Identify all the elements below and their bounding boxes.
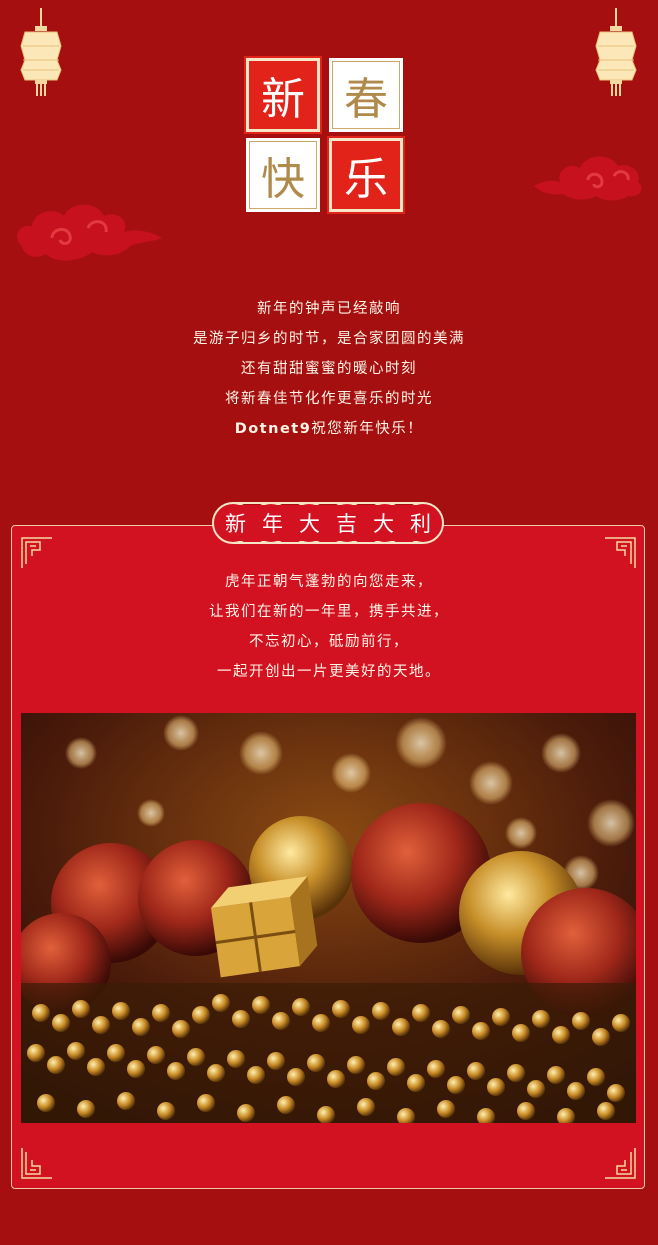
golden-baubles-photo: [21, 713, 636, 1123]
greeting-line: 将新春佳节化作更喜乐的时光: [225, 391, 433, 407]
greeting-sign: Dotnet9祝您新年快乐！: [0, 414, 658, 444]
banner-char: 吉: [336, 512, 357, 536]
title-tile-xin: 新: [244, 56, 322, 134]
cloud-right-icon: [534, 156, 642, 201]
lantern-right-icon: [595, 8, 637, 96]
banner-char: 利: [410, 512, 431, 536]
greeting-text: 新年的钟声已经敲响 是游子归乡的时节，是合家团圆的美满 还有甜甜蜜蜜的暖心时刻 …: [0, 294, 658, 444]
title-tile-le: 乐: [327, 136, 405, 214]
banner-char: 新: [225, 512, 246, 536]
cloud-left-icon: [17, 204, 162, 261]
greeting-line: 是游子归乡的时节，是合家团圆的美满: [193, 331, 465, 347]
corner-ornament-bottom-right-icon: [605, 1148, 636, 1179]
card-line: 一起开创出一片更美好的天地。: [217, 664, 441, 680]
greeting-line: 新年的钟声已经敲响: [257, 301, 401, 317]
banner-frame: [212, 502, 444, 544]
greeting-line: 还有甜甜蜜蜜的暖心时刻: [241, 361, 417, 377]
title-tile-chun: 春: [329, 58, 403, 132]
card-line: 虎年正朝气蓬勃的向您走来，: [225, 574, 433, 590]
corner-ornament-top-left-icon: [21, 537, 52, 568]
banner-char: 年: [262, 512, 283, 536]
banner-title: 新 年 大 吉 大 利: [210, 500, 446, 546]
banner-char: 大: [373, 512, 394, 536]
card-text: 虎年正朝气蓬勃的向您走来， 让我们在新的一年里，携手共进， 不忘初心，砥励前行，…: [0, 567, 658, 687]
corner-ornament-bottom-left-icon: [21, 1148, 52, 1179]
greeting-sign-text: 祝您新年快乐！: [311, 421, 424, 437]
card-line: 让我们在新的一年里，携手共进，: [209, 604, 449, 620]
card-line: 不忘初心，砥励前行，: [249, 634, 409, 650]
corner-ornament-top-right-icon: [605, 537, 636, 568]
title-tile-kuai: 快: [246, 138, 320, 212]
brand-name: Dotnet9: [234, 421, 312, 437]
banner-char: 大: [299, 512, 320, 536]
lantern-left-icon: [20, 8, 62, 96]
